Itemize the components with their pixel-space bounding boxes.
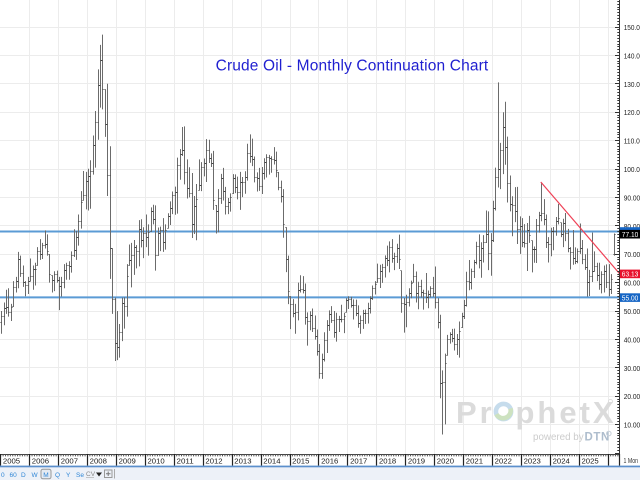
svg-text:120.00: 120.00 [624,108,640,117]
svg-text:CV: CV [86,471,96,478]
svg-text:Crude Oil - Monthly Continuati: Crude Oil - Monthly Continuation Chart [216,58,489,75]
svg-text:2019: 2019 [408,456,425,465]
svg-text:60.00: 60.00 [624,279,640,288]
svg-text:0: 0 [1,472,5,479]
svg-text:77.10: 77.10 [622,230,639,239]
svg-text:100.00: 100.00 [624,165,640,174]
svg-text:Y: Y [66,472,71,479]
svg-text:phetX: phetX [516,395,617,430]
svg-text:D: D [21,472,26,479]
svg-text:powered by: powered by [533,432,584,443]
svg-text:2023: 2023 [524,456,541,465]
svg-text:30.00: 30.00 [624,364,640,373]
svg-text:DTN: DTN [585,432,610,444]
svg-text:55.00: 55.00 [622,293,639,302]
svg-text:80.00: 80.00 [624,222,640,231]
svg-text:2009: 2009 [119,456,136,465]
svg-text:2020: 2020 [437,456,454,465]
svg-text:2016: 2016 [321,456,338,465]
svg-text:70.00: 70.00 [624,250,640,259]
svg-text:2017: 2017 [350,456,367,465]
svg-text:130.00: 130.00 [624,80,640,89]
svg-text:2021: 2021 [466,456,483,465]
svg-text:Q: Q [55,472,60,479]
svg-text:2007: 2007 [61,456,78,465]
svg-text:2008: 2008 [90,456,107,465]
svg-text:2006: 2006 [32,456,49,465]
svg-text:150.00: 150.00 [624,23,640,32]
svg-text:110.00: 110.00 [624,137,640,146]
svg-text:Se: Se [76,472,84,479]
svg-text:W: W [32,472,39,479]
svg-text:2015: 2015 [292,456,309,465]
svg-text:2005: 2005 [3,456,20,465]
svg-text:2013: 2013 [234,456,251,465]
svg-text:2010: 2010 [148,456,165,465]
svg-text:63.13: 63.13 [622,270,639,279]
svg-text:Pr: Pr [456,395,495,430]
svg-text:2011: 2011 [177,456,194,465]
svg-text:2024: 2024 [553,456,570,465]
svg-text:2025: 2025 [582,456,599,465]
svg-text:40.00: 40.00 [624,335,640,344]
svg-text:20.00: 20.00 [624,392,640,401]
svg-text:M: M [43,472,48,479]
svg-text:50.00: 50.00 [624,307,640,316]
svg-text:2012: 2012 [205,456,222,465]
svg-text:1 Mon: 1 Mon [624,458,639,465]
svg-text:2018: 2018 [379,456,396,465]
svg-text:10.00: 10.00 [624,421,640,430]
svg-text:60: 60 [10,472,18,479]
svg-text:2014: 2014 [263,456,280,465]
svg-text:140.00: 140.00 [624,51,640,60]
svg-text:90.00: 90.00 [624,193,640,202]
svg-text:2022: 2022 [495,456,512,465]
